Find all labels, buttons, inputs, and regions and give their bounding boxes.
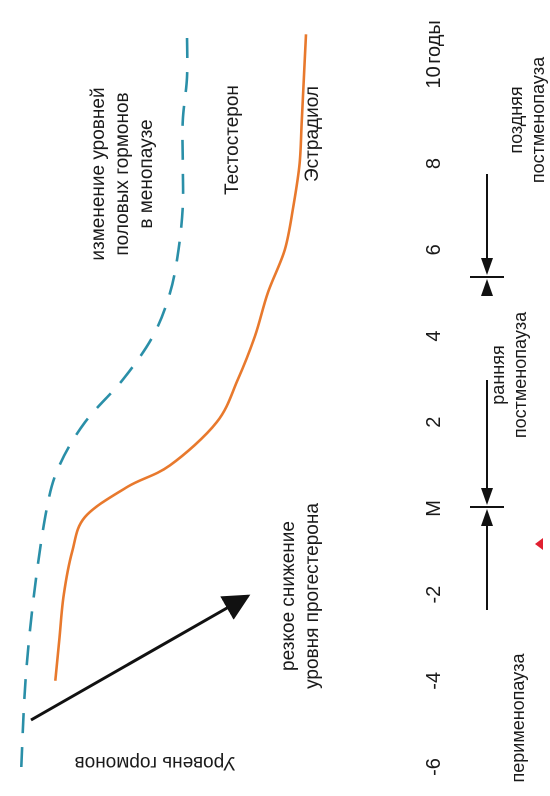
x-axis-unit: годы <box>423 20 445 64</box>
title-line-2: половых гормонов <box>112 92 133 255</box>
series-line-testosterone <box>20 34 189 768</box>
progesterone-note: резкое снижение уровня прогестерона <box>278 503 323 689</box>
x-tick-label: 2 <box>423 417 445 428</box>
x-tick-label: -6 <box>423 758 445 776</box>
chart-title: изменение уровней половых гормонов в мен… <box>88 87 157 260</box>
x-tick-label: 10 <box>423 66 445 88</box>
progesterone-line-1: резкое снижение <box>278 521 299 671</box>
title-line-3: в менопаузе <box>136 119 157 228</box>
arrowhead <box>481 279 493 296</box>
phase-arrowheads <box>481 258 493 526</box>
series-label-estradiol: Эстрадиол <box>302 86 323 182</box>
title-line-1: изменение уровней <box>88 87 109 260</box>
x-tick-label: 8 <box>423 158 445 169</box>
arrowhead <box>481 509 493 526</box>
red-marker-icon <box>535 538 543 550</box>
arrowhead <box>481 258 493 275</box>
phase-early-postmenopause: ранняя постменопауза <box>488 311 530 438</box>
series-label-testosterone: Тестостерон <box>222 85 243 195</box>
phase-late-line-2: постменопауза <box>528 56 548 183</box>
x-tick-label: -4 <box>423 672 445 690</box>
x-tick-label: M <box>423 500 445 517</box>
phase-early-line-1: ранняя <box>488 345 508 404</box>
x-tick-label: 4 <box>423 330 445 341</box>
phase-late-line-1: поздняя <box>506 86 526 153</box>
progesterone-line-2: уровня прогестерона <box>302 503 323 689</box>
phase-markers <box>470 174 504 610</box>
progesterone-arrow <box>30 594 251 722</box>
phase-early-line-2: постменопауза <box>510 311 530 438</box>
phase-perimenopause: перименопауза <box>508 653 528 783</box>
x-tick-label: 6 <box>423 244 445 255</box>
phase-late-postmenopause: поздняя постменопауза <box>506 56 548 183</box>
y-axis-label: Уровень гормонов <box>75 752 236 773</box>
arrowhead <box>481 488 493 505</box>
series-line-estradiol <box>54 34 308 681</box>
x-tick-label: -2 <box>423 586 445 604</box>
